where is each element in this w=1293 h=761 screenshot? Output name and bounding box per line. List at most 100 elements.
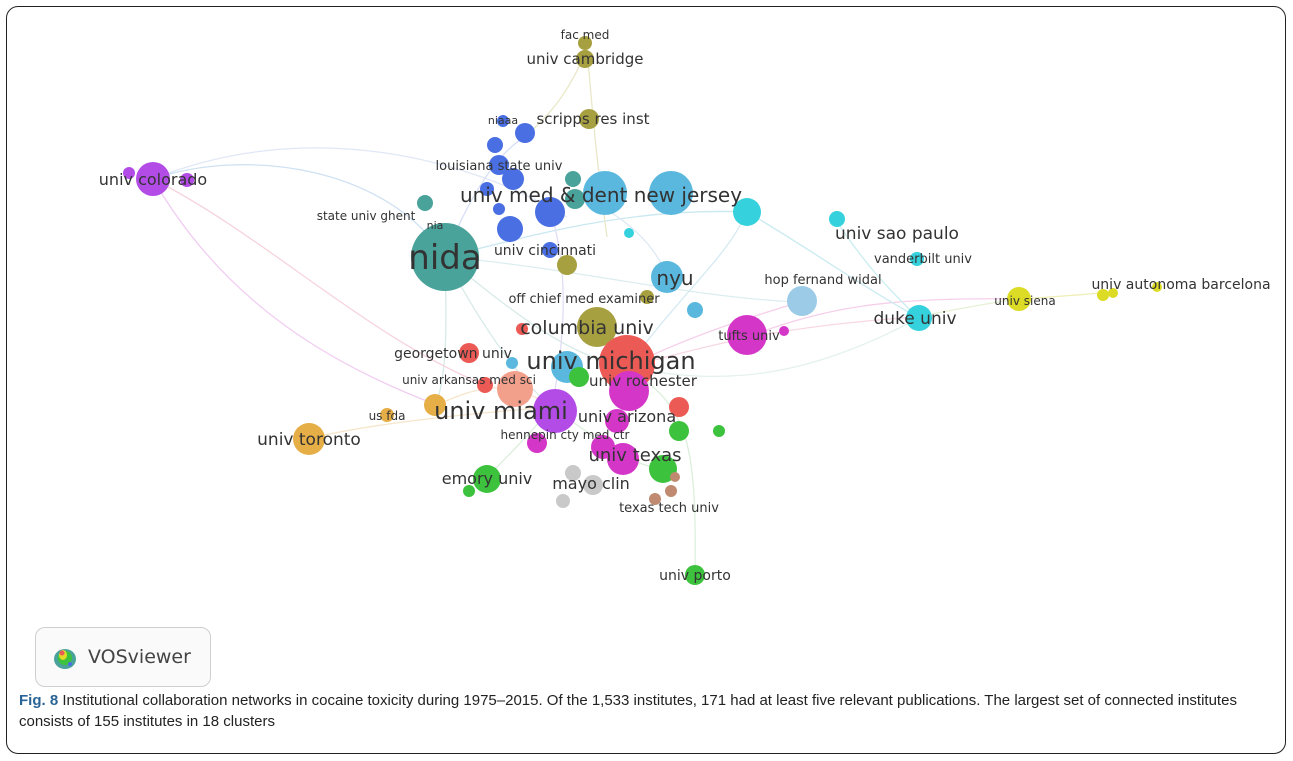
- label-univ-toronto: univ toronto: [257, 430, 361, 450]
- label-off-chief-med-examiner: off chief med examiner: [508, 292, 660, 307]
- node-columbia-univ[interactable]: [577, 307, 617, 347]
- node-salmon-a[interactable]: [497, 371, 533, 407]
- node-purple-small-2[interactable]: [180, 173, 194, 187]
- link: [746, 211, 918, 318]
- node-blue-c[interactable]: [502, 168, 524, 190]
- node-lb-c[interactable]: [624, 228, 634, 238]
- node-us-fda[interactable]: [424, 394, 446, 416]
- node-red-a[interactable]: [516, 323, 528, 335]
- label-nyu: nyu: [656, 266, 693, 290]
- label-univ-rochester: univ rochester: [589, 372, 698, 390]
- node-green-d[interactable]: [649, 455, 677, 483]
- link: [834, 218, 918, 318]
- node-duke-univ[interactable]: [906, 305, 932, 331]
- node-vanderbilt-univ[interactable]: [910, 252, 924, 266]
- link: [306, 406, 553, 440]
- node-univ-toronto[interactable]: [293, 423, 325, 455]
- node-brown-a[interactable]: [670, 472, 680, 482]
- label-columbia-univ: columbia univ: [520, 317, 654, 339]
- network-map: fac med univ cambridge niaaa scripps res…: [99, 28, 1271, 585]
- link: [444, 256, 798, 303]
- figure-frame: fac med univ cambridge niaaa scripps res…: [6, 6, 1286, 754]
- node-emory-univ[interactable]: [473, 465, 501, 493]
- node-red-b[interactable]: [669, 397, 689, 417]
- label-tufts-univ: tufts univ: [718, 329, 780, 344]
- node-nida[interactable]: [411, 223, 479, 291]
- label-mayo-clin: mayo clin: [552, 474, 630, 493]
- node-hop-fernand-widal[interactable]: [787, 286, 817, 316]
- vosviewer-name: VOSviewer: [88, 646, 191, 668]
- node-brown-b[interactable]: [665, 485, 677, 497]
- node-off-chief[interactable]: [640, 290, 654, 304]
- node-cyan-a[interactable]: [733, 198, 761, 226]
- label-nida: nida: [408, 238, 481, 278]
- node-lb-d[interactable]: [687, 302, 703, 318]
- node-magenta-small[interactable]: [779, 326, 789, 336]
- node-univ-siena[interactable]: [1007, 287, 1031, 311]
- node-univ-med-dent-nj[interactable]: [583, 171, 627, 215]
- node-state-univ-ghent[interactable]: [417, 195, 433, 211]
- node-purple-small[interactable]: [123, 167, 135, 179]
- label-univ-michigan: univ michigan: [526, 347, 695, 375]
- node-yellow-b[interactable]: [1097, 289, 1109, 301]
- node-texas-tech-univ[interactable]: [649, 493, 661, 505]
- node-lb-b[interactable]: [649, 171, 693, 215]
- link: [152, 164, 446, 258]
- node-univ-texas[interactable]: [607, 443, 639, 475]
- label-univ-texas: univ texas: [588, 445, 681, 466]
- node-niaaa[interactable]: [497, 115, 509, 127]
- node-univ-arizona[interactable]: [605, 409, 629, 433]
- node-univ-miami[interactable]: [533, 389, 577, 433]
- node-scripps-res-inst[interactable]: [579, 109, 599, 129]
- label-georgetown-univ: georgetown univ: [394, 346, 512, 362]
- node-gray-a[interactable]: [565, 465, 581, 481]
- node-olive-c[interactable]: [557, 255, 577, 275]
- node-blue-e[interactable]: [493, 203, 505, 215]
- node-fac-med[interactable]: [578, 36, 592, 50]
- label-fac-med: fac med: [561, 28, 610, 42]
- node-blue-f[interactable]: [535, 197, 565, 227]
- node-blue-b[interactable]: [487, 137, 503, 153]
- node-tufts-univ[interactable]: [727, 315, 767, 355]
- node-univ-cincinnati[interactable]: [497, 216, 523, 242]
- node-teal-c[interactable]: [565, 171, 581, 187]
- node-univ-porto[interactable]: [685, 565, 705, 585]
- node-blue-a[interactable]: [515, 123, 535, 143]
- node-green-b[interactable]: [669, 421, 689, 441]
- node-green-a[interactable]: [569, 367, 589, 387]
- node-blue-g[interactable]: [542, 242, 558, 258]
- figure-label: Fig. 8: [19, 692, 59, 709]
- node-univ-sao-paulo[interactable]: [829, 211, 845, 227]
- label-niaaa: niaaa: [488, 114, 518, 127]
- node-louisiana-state-univ[interactable]: [489, 155, 509, 175]
- label-univ-arkansas-med-sci: univ arkansas med sci: [402, 373, 536, 387]
- node-green-e[interactable]: [463, 485, 475, 497]
- label-univ-miami: univ miami: [434, 397, 568, 425]
- node-mayo-clin[interactable]: [583, 475, 603, 495]
- node-gray-b[interactable]: [556, 494, 570, 508]
- node-orange-b[interactable]: [380, 408, 394, 422]
- node-lb-e[interactable]: [506, 357, 518, 369]
- node-teal-b[interactable]: [565, 189, 585, 209]
- link: [626, 318, 918, 377]
- node-nyu[interactable]: [651, 261, 683, 293]
- node-univ-arkansas[interactable]: [477, 377, 493, 393]
- node-univ-colorado[interactable]: [136, 162, 170, 196]
- node-hennepin[interactable]: [527, 433, 547, 453]
- node-green-c[interactable]: [713, 425, 725, 437]
- label-hop-fernand-widal: hop fernand widal: [764, 273, 881, 288]
- node-georgetown-univ[interactable]: [459, 343, 479, 363]
- node-yellow-c[interactable]: [1108, 288, 1118, 298]
- label-univ-med-dent-nj: univ med & dent new jersey: [460, 183, 742, 207]
- link: [626, 211, 748, 368]
- label-state-univ-ghent: state univ ghent: [317, 209, 416, 223]
- node-univ-cambridge[interactable]: [576, 50, 594, 68]
- caption-text: Institutional collaboration networks in …: [19, 692, 1237, 730]
- label-univ-cincinnati: univ cincinnati: [494, 243, 596, 259]
- node-blue-d[interactable]: [480, 182, 494, 196]
- node-yellow-d[interactable]: [1152, 282, 1162, 292]
- label-hennepin-cty-med-ctr: hennepin cty med ctr: [501, 428, 630, 442]
- label-louisiana-state-univ: louisiana state univ: [436, 159, 563, 174]
- node-univ-rochester[interactable]: [609, 371, 649, 411]
- figure-caption: Fig. 8 Institutional collaboration netwo…: [19, 690, 1269, 732]
